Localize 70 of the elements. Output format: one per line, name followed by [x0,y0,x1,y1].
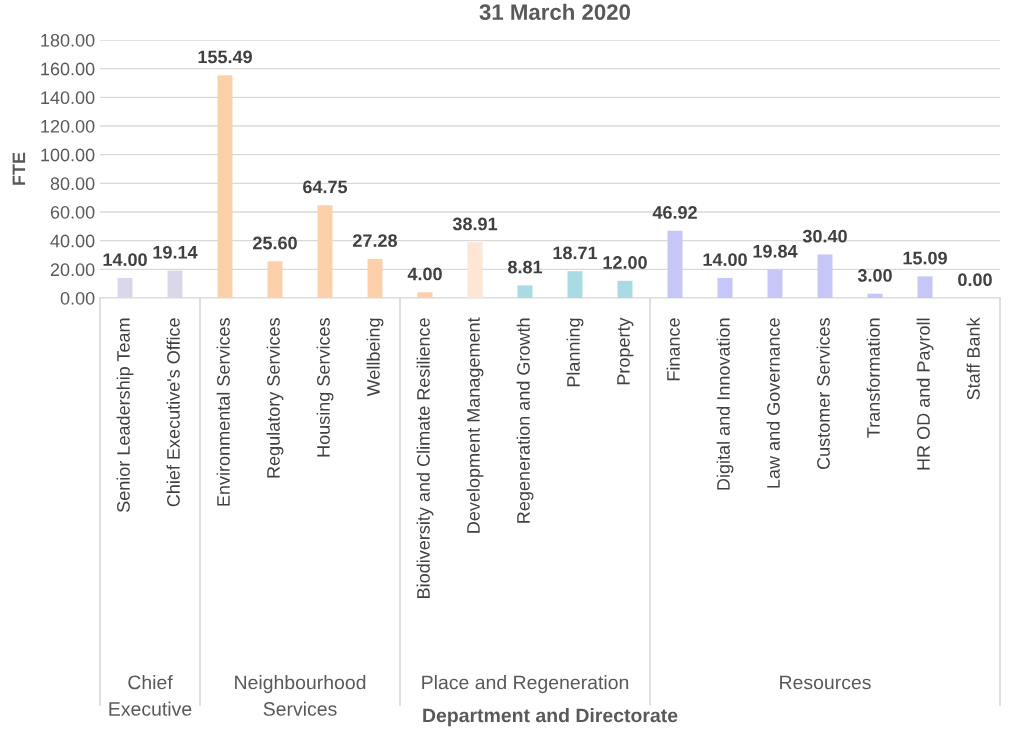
text: Place and Regeneration [422,675,629,694]
x-tick-label: Property [617,317,634,385]
bar [917,276,933,298]
bar [467,242,483,298]
x-tick-label: Digital and Innovation [716,318,734,490]
bar [817,254,833,298]
chart-title: 31 March 2020 [479,3,631,21]
bar [617,280,633,298]
y-tick-label: 80.00 [50,177,95,191]
bar [267,261,283,298]
x-tick-label: Regulatory Services [266,318,284,478]
bar [567,271,583,298]
x-tick-label: Chief Executive's Office [166,318,180,507]
data-label: 64.75 [303,180,348,194]
data-label: 19.14 [153,245,198,259]
bar [667,230,683,298]
data-label: 38.91 [452,217,498,231]
x-tick-label: Planning [566,318,584,387]
x-tick-label: Senior Leadership Team [116,318,134,512]
data-label: 0.00 [958,273,992,287]
bar [517,285,533,298]
y-tick-label: 60.00 [50,205,95,219]
data-label: 27.28 [353,234,398,247]
x-tick-label: Development Management [466,317,484,533]
data-label: 155.49 [198,50,252,64]
bar [767,269,783,298]
data-label: 12.00 [603,256,647,269]
data-label: 8.81 [508,260,543,274]
data-label: 14.00 [703,253,747,267]
data-label: 14.00 [103,253,147,267]
data-label: 15.09 [903,251,947,265]
text: Department and Directorate [423,708,678,727]
x-tick-label: Staff Bank [966,317,980,400]
bar [417,292,433,298]
data-label: 18.71 [553,246,598,260]
x-tick-label: Regeneration and Growth [516,318,534,523]
x-tick-label: Transformation [866,318,880,438]
data-label: 3.00 [857,269,892,282]
y-axis-title: FTE [12,152,26,185]
bar [717,277,733,298]
x-tick-label: Customer Services [816,318,830,470]
text: Neighbourhood Services [235,675,366,716]
x-tick-label: Housing Services [316,318,334,457]
x-tick-label: Finance [666,318,680,381]
x-tick-label: Law and Governance [766,318,780,488]
y-tick-label: 0.00 [60,291,95,305]
text: Resources [780,675,871,690]
data-label: 46.92 [652,206,697,219]
x-tick-label: Biodiversity and Climate Resilience [416,318,434,598]
y-tick-label: 160.00 [41,62,95,76]
data-label: 25.60 [253,236,297,250]
bar [217,75,233,298]
y-tick-label: 100.00 [41,148,95,162]
x-tick-label: Environmental Services [216,318,230,506]
y-tick-label: 120.00 [41,119,95,133]
bar [367,258,383,298]
data-label: 30.40 [802,229,847,243]
bar [167,270,183,298]
bar [317,205,333,298]
data-label: 19.84 [753,244,798,258]
y-tick-label: 20.00 [50,263,95,277]
data-label: 4.00 [407,267,442,281]
x-tick-label: HR OD and Payroll [916,318,934,470]
y-tick-label: 180.00 [41,33,95,47]
text: Chief Executive [109,675,192,716]
x-tick-label: Wellbeing [366,318,384,397]
bar [117,277,133,298]
y-tick-label: 140.00 [41,91,95,105]
y-tick-label: 40.00 [50,234,95,248]
bar [867,293,883,298]
